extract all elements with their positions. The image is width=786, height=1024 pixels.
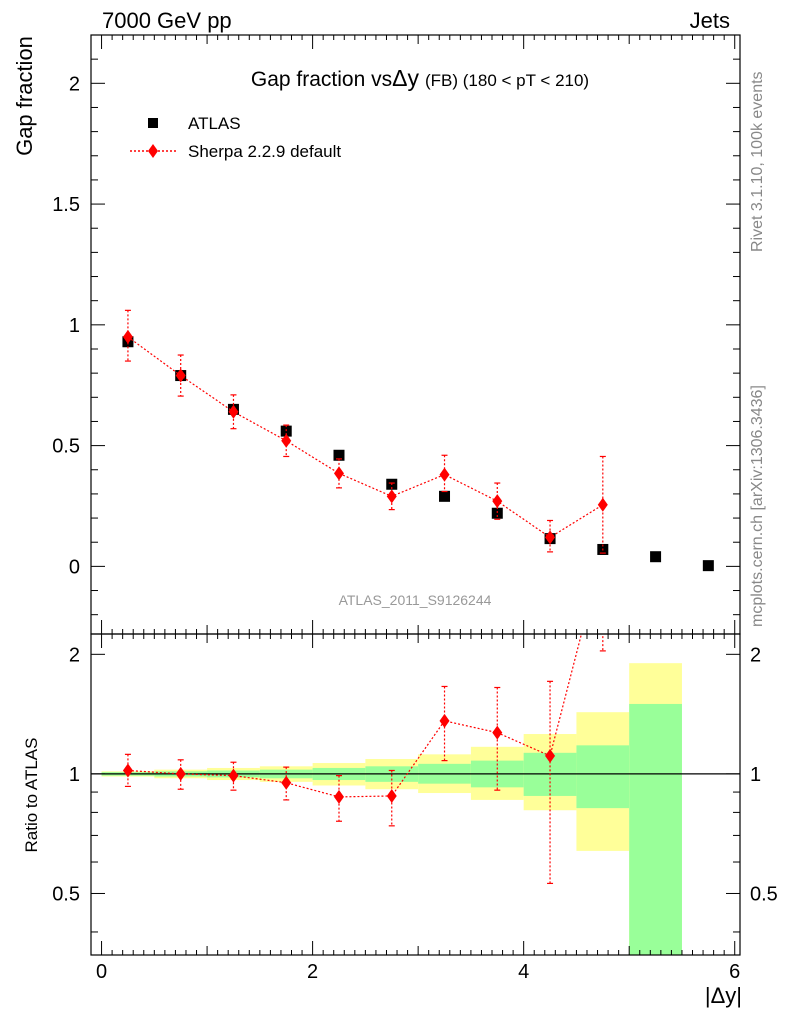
y-tick-label: 1 — [69, 315, 80, 337]
legend: ATLAS Sherpa 2.2.9 default — [130, 114, 341, 161]
ratio-y-tick-label: 2 — [69, 644, 80, 666]
y-tick-label: 1.5 — [52, 194, 80, 216]
mcplots-label: mcplots.cern.ch [arXiv:1306.3436] — [749, 385, 766, 627]
x-axis-label: |Δy| — [705, 983, 742, 1008]
y-tick-label: 2 — [69, 73, 80, 95]
header-left: 7000 GeV pp — [102, 8, 232, 33]
title-sub: (FB) (180 < pT < 210) — [425, 71, 589, 90]
y-axis-label-main: Gap fraction — [12, 36, 37, 156]
legend-atlas-label: ATLAS — [188, 114, 241, 133]
ratio-sherpa-line — [127, 634, 583, 798]
ratio-frame — [90, 633, 741, 956]
sherpa-point — [439, 467, 450, 482]
band-inner-bin — [576, 745, 630, 809]
header-right: Jets — [690, 8, 730, 33]
ratio-sherpa-point — [281, 775, 292, 790]
atlas-point — [702, 560, 714, 572]
atlas-point — [333, 449, 345, 461]
ratio-series-group — [122, 634, 606, 885]
ratio-sherpa-point — [492, 725, 503, 740]
ratio-y-tick-label-right: 0.5 — [750, 883, 778, 905]
legend-atlas-marker — [148, 118, 158, 128]
ratio-sherpa-point — [122, 763, 133, 778]
sherpa-point — [228, 404, 239, 419]
x-tick-label: 6 — [729, 961, 740, 983]
x-tick-label: 4 — [518, 961, 529, 983]
band-inner-bin — [629, 703, 682, 955]
atlas-point — [491, 507, 503, 519]
axes-frames — [90, 34, 741, 956]
sherpa-line — [127, 336, 604, 539]
chart-title: Gap fraction vsΔy (FB) (180 < pT < 210) — [251, 65, 589, 91]
ratio-sherpa-point — [439, 713, 450, 728]
atlas-point — [439, 490, 451, 502]
ratio-sherpa-point — [228, 768, 239, 783]
legend-sherpa-marker — [148, 144, 158, 158]
ratio-sherpa-point — [386, 788, 397, 803]
ratio-uncertainty-bands — [101, 663, 682, 955]
tick-labels: 0 0.5 1 1.5 2 0.5 0.5 1 1 2 2 0 2 4 6 — [52, 73, 778, 983]
y-tick-label: 0 — [69, 556, 80, 578]
title-main: Gap fraction vs — [251, 68, 392, 91]
ratio-y-tick-label-right: 2 — [750, 644, 761, 666]
sherpa-point — [175, 368, 186, 383]
sherpa-point — [545, 530, 556, 545]
ratio-y-tick-label: 1 — [69, 764, 80, 786]
legend-sherpa-label: Sherpa 2.2.9 default — [188, 142, 341, 161]
ratio-sherpa-point — [175, 766, 186, 781]
atlas-point — [280, 425, 292, 437]
rivet-label: Rivet 3.1.10, 100k events — [749, 71, 766, 252]
ratio-sherpa-point — [333, 789, 344, 804]
ratio-sherpa-point — [545, 748, 556, 763]
watermark: ATLAS_2011_S9126244 — [339, 592, 492, 608]
sherpa-point — [281, 433, 292, 448]
atlas-point — [650, 551, 662, 563]
sherpa-point — [333, 466, 344, 481]
y-tick-label: 0.5 — [52, 436, 80, 458]
data-marks — [91, 309, 740, 885]
sherpa-point — [597, 497, 608, 512]
x-tick-label: 0 — [96, 961, 107, 983]
ratio-y-tick-label-right: 1 — [750, 764, 761, 786]
sherpa-point — [492, 494, 503, 509]
ratio-y-tick-label: 0.5 — [52, 883, 80, 905]
x-tick-label: 2 — [307, 961, 318, 983]
y-axis-label-ratio: Ratio to ATLAS — [22, 738, 41, 853]
title-delta-y: Δy — [392, 65, 419, 91]
sherpa-point — [122, 329, 133, 344]
sherpa-point — [386, 489, 397, 504]
